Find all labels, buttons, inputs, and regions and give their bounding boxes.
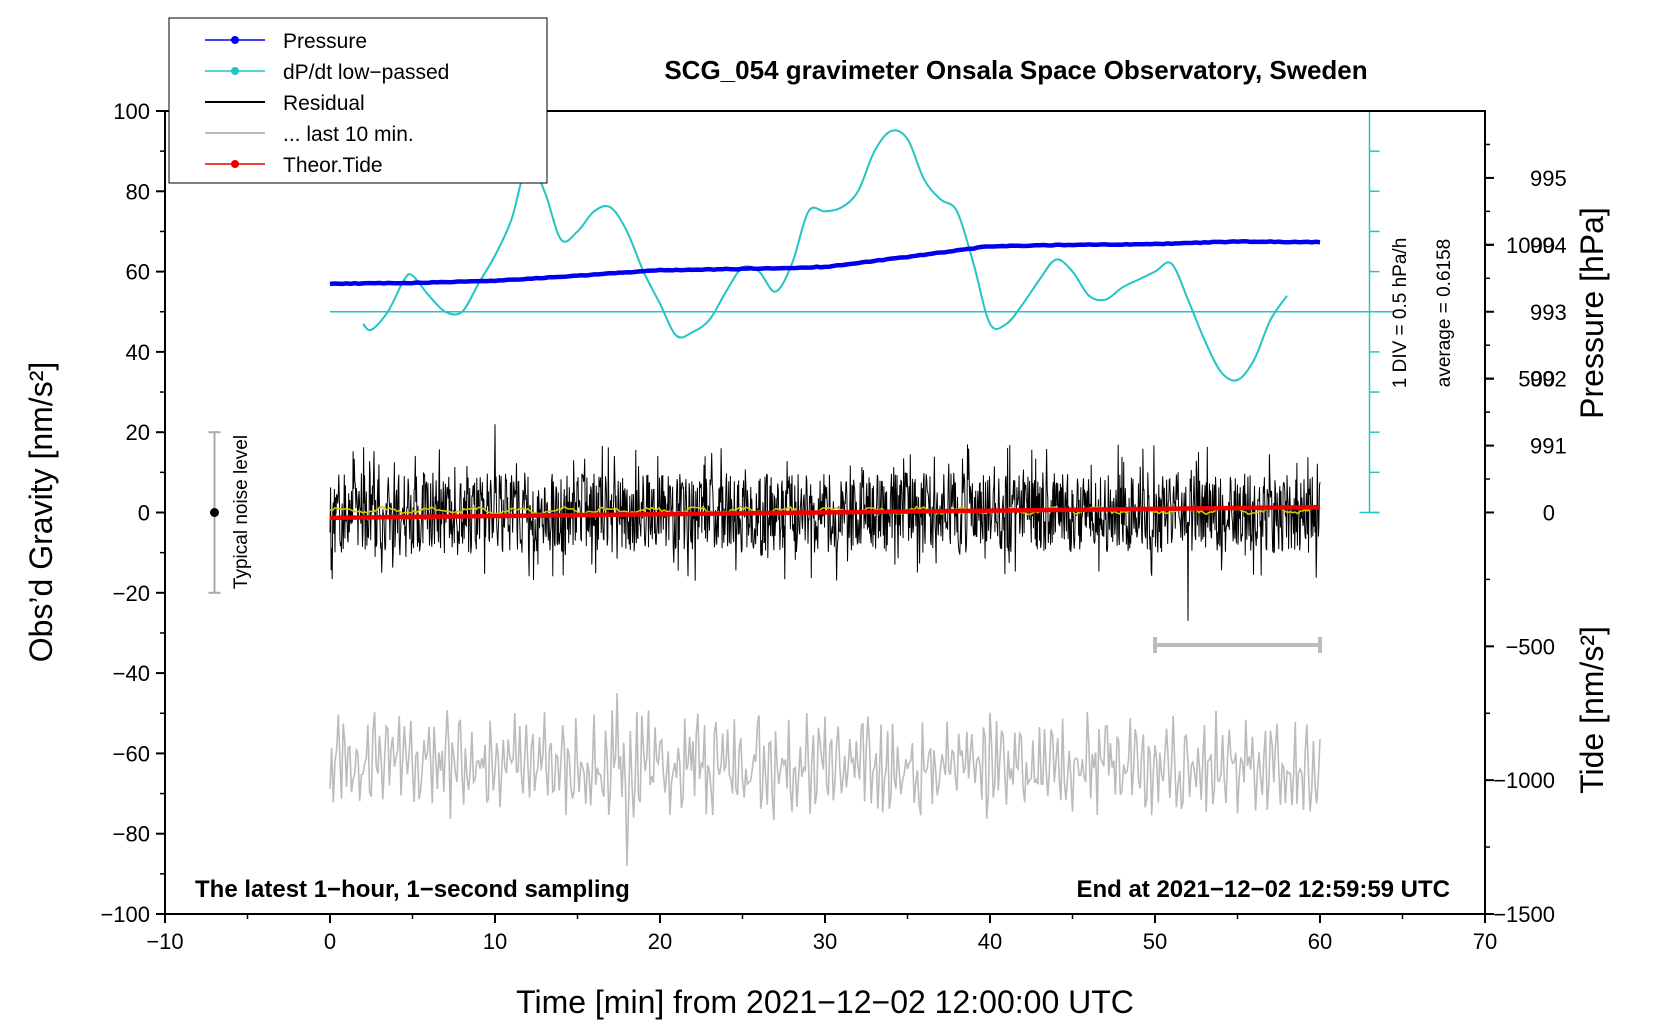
div-scale-label: 1 DIV = 0.5 hPa/h bbox=[1390, 238, 1411, 389]
y-tick-label: −100 bbox=[100, 902, 150, 927]
tide-axis-label: Tide [nm/s²] bbox=[1574, 626, 1610, 794]
y-tick-label: −40 bbox=[113, 661, 150, 686]
pressure-trace bbox=[329, 238, 1321, 287]
x-tick-label: 60 bbox=[1308, 929, 1332, 954]
y-tick-label: 60 bbox=[126, 260, 150, 285]
tide-tick-label: −1000 bbox=[1493, 768, 1555, 793]
chart-title: SCG_054 gravimeter Onsala Space Observat… bbox=[664, 55, 1367, 85]
tide-tick-label: −1500 bbox=[1493, 902, 1555, 927]
y-tick-label: −60 bbox=[113, 741, 150, 766]
pressure-axis-ticks: 995 994 993 992 991 bbox=[1485, 143, 1567, 480]
residual-trace bbox=[329, 424, 1321, 621]
x-tick-label: 10 bbox=[483, 929, 507, 954]
tide-tick-label: 500 bbox=[1518, 367, 1555, 392]
legend-dpdt: dP/dt low−passed bbox=[283, 61, 449, 84]
legend-tide-marker bbox=[231, 160, 239, 168]
sampling-note: The latest 1−hour, 1−second sampling bbox=[195, 876, 630, 903]
average-label: average = 0.6158 bbox=[1434, 239, 1455, 387]
tide-tick-label: 1000 bbox=[1506, 233, 1555, 258]
plot-data-layer bbox=[208, 110, 1395, 866]
legend-residual: Residual bbox=[283, 92, 365, 115]
end-time-note: End at 2021−12−02 12:59:59 UTC bbox=[1076, 876, 1450, 903]
y-tick-label: 0 bbox=[138, 501, 150, 526]
y-axis-ticks: 100 80 60 40 20 0 −20 −40 −60 −80 −100 bbox=[100, 99, 165, 927]
last10-trace bbox=[329, 693, 1321, 866]
legend-pressure: Pressure bbox=[283, 30, 367, 53]
x-tick-label: −10 bbox=[146, 929, 183, 954]
x-axis-ticks: −10 0 10 20 30 40 50 60 70 bbox=[146, 914, 1497, 954]
tide-tick-label: −500 bbox=[1505, 634, 1555, 659]
legend: Pressure dP/dt low−passed Residual ... l… bbox=[168, 17, 548, 184]
tide-axis-ticks: 1000 500 0 −500 −1000 −1500 bbox=[1485, 233, 1555, 927]
pressure-tick-label: 992 bbox=[1530, 367, 1567, 392]
tide-trace bbox=[329, 504, 1321, 521]
y-tick-label: 20 bbox=[126, 420, 150, 445]
x-tick-label: 30 bbox=[813, 929, 837, 954]
y-tick-label: −80 bbox=[113, 822, 150, 847]
legend-last10: ... last 10 min. bbox=[283, 123, 414, 146]
x-tick-label: 40 bbox=[978, 929, 1002, 954]
y-axis-label: Obs’d Gravity [nm/s²] bbox=[23, 362, 59, 663]
y-tick-label: 40 bbox=[126, 340, 150, 365]
x-tick-label: 20 bbox=[648, 929, 672, 954]
pressure-tick-label: 994 bbox=[1530, 233, 1567, 258]
tide-tick-label: 0 bbox=[1543, 500, 1555, 525]
dpdt-trace bbox=[362, 129, 1288, 382]
pressure-axis-label: Pressure [hPa] bbox=[1574, 207, 1610, 419]
pressure-tick-label: 995 bbox=[1530, 166, 1567, 191]
noise-level-label: Typical noise level bbox=[231, 435, 252, 589]
y-tick-label: 100 bbox=[113, 99, 150, 124]
noise-bar-center bbox=[210, 508, 219, 517]
pressure-tick-label: 993 bbox=[1530, 300, 1567, 325]
legend-dpdt-marker bbox=[231, 67, 239, 75]
x-tick-label: 50 bbox=[1143, 929, 1167, 954]
y-tick-label: 80 bbox=[126, 179, 150, 204]
x-tick-label: 70 bbox=[1473, 929, 1497, 954]
legend-tide: Theor.Tide bbox=[283, 154, 383, 177]
x-tick-label: 0 bbox=[324, 929, 336, 954]
y-tick-label: −20 bbox=[113, 581, 150, 606]
pressure-tick-label: 991 bbox=[1530, 434, 1567, 459]
legend-pressure-marker bbox=[231, 36, 239, 44]
x-axis-label: Time [min] from 2021−12−02 12:00:00 UTC bbox=[516, 984, 1134, 1020]
legend-box bbox=[168, 17, 548, 184]
residual-smoothed-trace bbox=[329, 505, 1321, 516]
